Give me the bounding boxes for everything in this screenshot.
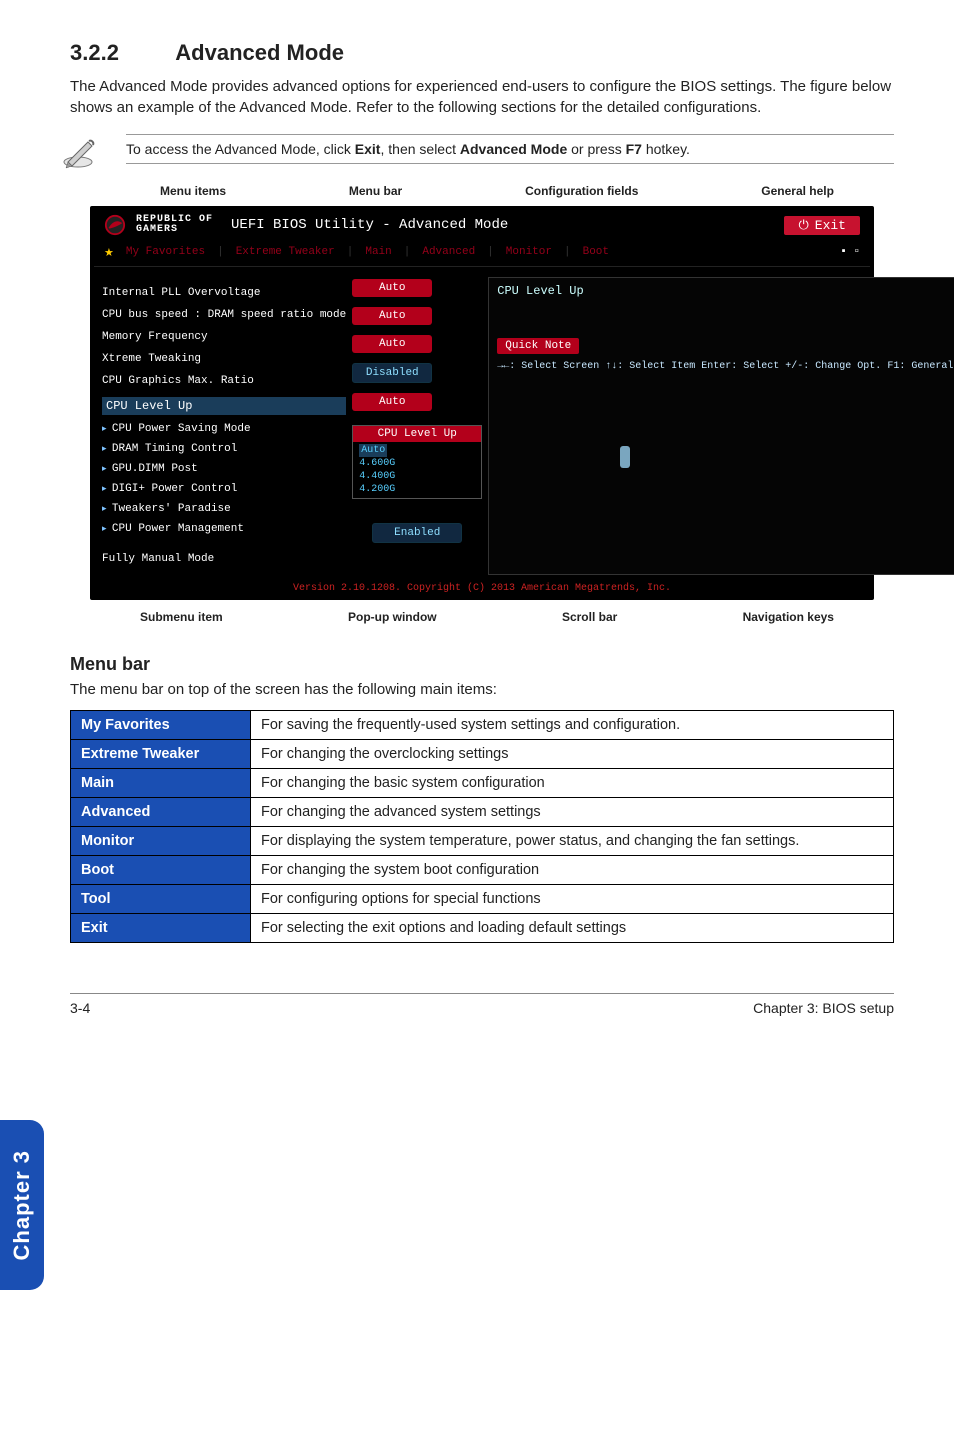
power-icon: ⏻	[798, 218, 808, 233]
table-row: AdvancedFor changing the advanced system…	[71, 798, 894, 827]
popup-header: CPU Level Up	[353, 426, 481, 442]
bios-version-footer: Version 2.10.1208. Copyright (C) 2013 Am…	[94, 579, 870, 596]
menubar-desc: The menu bar on top of the screen has th…	[70, 681, 894, 698]
callout-config-fields: Configuration fields	[525, 184, 638, 198]
setting-gfx-ratio[interactable]: CPU Graphics Max. Ratio	[102, 375, 346, 387]
popup-window[interactable]: CPU Level Up Auto 4.600G 4.400G 4.200G	[352, 425, 482, 499]
callout-scrollbar: Scroll bar	[562, 610, 617, 624]
footer-chapter-title: Chapter 3: BIOS setup	[753, 1000, 894, 1016]
submenu-digi-power[interactable]: DIGI+ Power Control	[102, 483, 346, 495]
bios-submenu: CPU Power Saving Mode DRAM Timing Contro…	[102, 423, 346, 535]
tab-extreme-tweaker[interactable]: Extreme Tweaker	[236, 246, 335, 260]
intro-paragraph: The Advanced Mode provides advanced opti…	[70, 76, 894, 118]
note-box: To access the Advanced Mode, click Exit,…	[126, 134, 894, 164]
bottom-callouts: Submenu item Pop-up window Scroll bar Na…	[70, 600, 894, 624]
table-value: For changing the advanced system setting…	[251, 798, 894, 827]
val-enabled[interactable]: Enabled	[372, 523, 462, 543]
rog-logo-icon	[104, 214, 126, 236]
table-value: For configuring options for special func…	[251, 885, 894, 914]
page-number: 3-4	[70, 1000, 90, 1016]
table-row: ToolFor configuring options for special …	[71, 885, 894, 914]
table-key: My Favorites	[71, 711, 251, 740]
setting-cpu-level-up[interactable]: CPU Level Up	[102, 397, 346, 415]
setting-pll[interactable]: Internal PLL Overvoltage	[102, 287, 346, 299]
bios-mid-pane: Auto Auto Auto Disabled Auto CPU Level U…	[352, 277, 482, 575]
table-value: For saving the frequently-used system se…	[251, 711, 894, 740]
section-heading: 3.2.2 Advanced Mode	[70, 40, 894, 66]
tab-boot[interactable]: Boot	[583, 246, 609, 260]
val-auto-5[interactable]: Auto	[352, 393, 432, 411]
val-disabled[interactable]: Disabled	[352, 363, 432, 383]
bios-screenshot: REPUBLIC OF GAMERS UEFI BIOS Utility - A…	[90, 206, 874, 600]
callout-general-help: General help	[761, 184, 834, 198]
page-footer: 3-4 Chapter 3: BIOS setup	[70, 993, 894, 1016]
callout-submenu: Submenu item	[140, 610, 223, 624]
bios-menu-bar[interactable]: ★ My Favorites | Extreme Tweaker | Main …	[94, 240, 870, 267]
scroll-bar-thumb[interactable]	[620, 446, 630, 468]
note-text: To access the Advanced Mode, click Exit,…	[126, 141, 690, 157]
submenu-power-saving[interactable]: CPU Power Saving Mode	[102, 423, 346, 435]
table-value: For changing the basic system configurat…	[251, 769, 894, 798]
submenu-tweakers[interactable]: Tweakers' Paradise	[102, 503, 346, 515]
note-pencil-icon	[62, 132, 102, 172]
table-key: Advanced	[71, 798, 251, 827]
callout-menu-items: Menu items	[160, 184, 226, 198]
callout-navkeys: Navigation keys	[743, 610, 834, 624]
tab-favorites[interactable]: My Favorites	[126, 246, 205, 260]
tab-main[interactable]: Main	[365, 246, 391, 260]
chapter-side-tab: Chapter 3	[0, 1120, 44, 1290]
table-row: MonitorFor displaying the system tempera…	[71, 827, 894, 856]
callout-menu-bar: Menu bar	[349, 184, 402, 198]
setting-xtreme[interactable]: Xtreme Tweaking	[102, 353, 346, 365]
table-row: MainFor changing the basic system config…	[71, 769, 894, 798]
bios-left-pane: Internal PLL Overvoltage CPU bus speed :…	[102, 277, 346, 575]
bios-title: UEFI BIOS Utility - Advanced Mode	[231, 217, 508, 233]
submenu-cpu-power-mgmt[interactable]: CPU Power Management	[102, 523, 346, 535]
setting-fully-manual[interactable]: Fully Manual Mode	[102, 553, 346, 565]
setting-mem-freq[interactable]: Memory Frequency	[102, 331, 346, 343]
table-value: For selecting the exit options and loadi…	[251, 914, 894, 943]
bios-logo-text: REPUBLIC OF GAMERS	[136, 215, 213, 235]
table-key: Exit	[71, 914, 251, 943]
section-number: 3.2.2	[70, 40, 170, 66]
table-key: Tool	[71, 885, 251, 914]
table-row: My FavoritesFor saving the frequently-us…	[71, 711, 894, 740]
bios-right-pane: CPU Level Up Quick Note Last Modified →←…	[488, 277, 954, 575]
tab-advanced[interactable]: Advanced	[422, 246, 475, 260]
val-auto-3[interactable]: Auto	[352, 335, 432, 353]
quick-note-button[interactable]: Quick Note	[497, 338, 579, 354]
setting-bus-ratio[interactable]: CPU bus speed : DRAM speed ratio mode	[102, 309, 346, 321]
table-row: ExitFor selecting the exit options and l…	[71, 914, 894, 943]
table-key: Boot	[71, 856, 251, 885]
help-title: CPU Level Up	[497, 284, 954, 298]
table-row: BootFor changing the system boot configu…	[71, 856, 894, 885]
table-value: For displaying the system temperature, p…	[251, 827, 894, 856]
menu-bar-table: My FavoritesFor saving the frequently-us…	[70, 710, 894, 943]
table-row: Extreme TweakerFor changing the overcloc…	[71, 740, 894, 769]
table-key: Monitor	[71, 827, 251, 856]
hw-switch-icon: ▪ ▫	[840, 246, 860, 260]
submenu-gpu-dimm[interactable]: GPU.DIMM Post	[102, 463, 346, 475]
section-title-text: Advanced Mode	[175, 40, 344, 65]
chapter-tab-label: Chapter 3	[9, 1150, 35, 1260]
tab-monitor[interactable]: Monitor	[506, 246, 552, 260]
menubar-heading: Menu bar	[70, 654, 894, 675]
callout-popup: Pop-up window	[348, 610, 437, 624]
table-value: For changing the overclocking settings	[251, 740, 894, 769]
val-auto-2[interactable]: Auto	[352, 307, 432, 325]
navigation-help: →←: Select Screen ↑↓: Select Item Enter:…	[497, 360, 954, 374]
bios-header: REPUBLIC OF GAMERS UEFI BIOS Utility - A…	[94, 210, 870, 240]
star-icon: ★	[104, 246, 114, 260]
popup-options: Auto 4.600G 4.400G 4.200G	[353, 442, 481, 498]
submenu-dram-timing[interactable]: DRAM Timing Control	[102, 443, 346, 455]
val-auto-1[interactable]: Auto	[352, 279, 432, 297]
top-callouts: Menu items Menu bar Configuration fields…	[70, 184, 894, 198]
bios-exit-button[interactable]: ⏻Exit	[784, 216, 860, 235]
table-key: Main	[71, 769, 251, 798]
table-value: For changing the system boot configurati…	[251, 856, 894, 885]
table-key: Extreme Tweaker	[71, 740, 251, 769]
